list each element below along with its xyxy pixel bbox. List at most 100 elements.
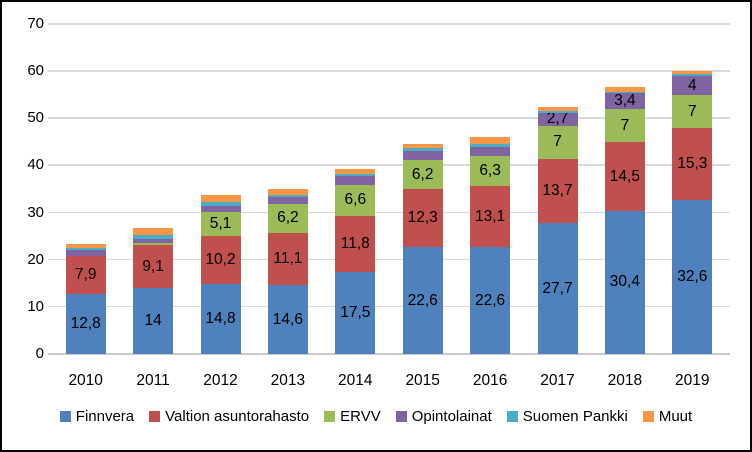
bar-segment-finnvera: 32,6	[672, 200, 713, 354]
bar-segment-suomen-pankki	[537, 111, 578, 114]
y-tick-label: 30	[27, 203, 44, 221]
legend-label: ERVV	[340, 408, 381, 425]
bar-value-label: 14,8	[205, 310, 236, 328]
bar-segment-finnvera: 22,6	[402, 247, 443, 354]
legend-label: Opintolainat	[411, 408, 492, 425]
legend-item-valtion-asuntorahasto: Valtion asuntorahasto	[149, 408, 309, 425]
bar-segment-opintolainat	[65, 249, 106, 257]
bar-value-label: 2,7	[546, 110, 569, 128]
bar-segment-valtion-asuntorahasto: 13,7	[537, 158, 578, 224]
bar-segment-muut	[65, 243, 106, 249]
bar-segment-suomen-pankki	[200, 201, 241, 206]
x-axis-label-2016: 2016	[472, 372, 508, 389]
bar-segment-opintolainat	[402, 150, 443, 161]
bar-segment-suomen-pankki	[65, 248, 106, 250]
bar-segment-muut	[133, 228, 174, 235]
bar-segment-suomen-pankki	[133, 234, 174, 239]
gridline	[48, 23, 730, 25]
bar-segment-valtion-asuntorahasto: 7,9	[65, 256, 106, 294]
bar-value-label: 6,3	[479, 161, 501, 179]
bar-segment-finnvera: 27,7	[537, 223, 578, 354]
x-axis-label-2011: 2011	[136, 372, 170, 389]
gridline	[48, 117, 730, 119]
bar-value-label: 7	[687, 102, 697, 120]
bar-segment-finnvera: 12,8	[65, 293, 106, 354]
bar-segment-muut	[267, 189, 308, 195]
bar-value-label: 6,2	[277, 209, 299, 227]
bar-segment-valtion-asuntorahasto: 11,8	[335, 215, 376, 272]
gridline	[48, 211, 730, 214]
bar-2010: 12,8 7,9	[65, 2, 106, 354]
bar-value-label: 22,6	[407, 291, 438, 309]
bar-value-label: 27,7	[542, 279, 573, 297]
bar-value-label: 11,8	[340, 234, 370, 252]
bar-segment-suomen-pankki	[470, 143, 511, 147]
x-axis-label-2012: 2012	[203, 372, 238, 389]
legend-swatch	[506, 411, 518, 422]
y-tick-label: 60	[27, 62, 44, 80]
legend-swatch	[324, 411, 336, 422]
bar-segment-finnvera: 17,5	[335, 271, 376, 354]
bar-value-label: 13,1	[475, 207, 506, 225]
legend-label: Muut	[658, 408, 693, 425]
x-axis-label-2014: 2014	[338, 372, 373, 389]
bar-segment-opintolainat: 3,4	[604, 92, 645, 110]
y-tick-label: 10	[27, 297, 44, 315]
bar-segment-valtion-asuntorahasto: 15,3	[672, 128, 713, 201]
bar-segment-valtion-asuntorahasto: 10,2	[200, 236, 241, 285]
bar-value-label: 12,8	[70, 314, 101, 332]
bar-segment-opintolainat	[335, 176, 376, 185]
bar-segment-ervv: 6,3	[470, 156, 511, 186]
bar-segment-opintolainat: 2,7	[537, 110, 578, 128]
legend-item-suomen-pankki: Suomen Pankki	[506, 408, 628, 425]
bar-value-label: 14,5	[609, 167, 640, 185]
y-tick-label: 20	[27, 250, 44, 268]
bar-segment-opintolainat	[470, 146, 511, 156]
y-tick-label: 0	[35, 345, 44, 362]
x-axis-line	[48, 353, 730, 355]
bar-value-label: 6,6	[344, 191, 367, 209]
bar-segment-muut	[335, 168, 376, 174]
bar-segment-finnvera: 14	[133, 288, 174, 354]
legend-label: Valtion asuntorahasto	[165, 408, 310, 425]
x-axis-label-2018: 2018	[607, 372, 643, 389]
bar-value-label: 7,9	[74, 266, 97, 284]
legend-item-muut: Muut	[642, 408, 693, 425]
bar-segment-ervv: 7	[672, 95, 713, 129]
bar-segment-finnvera: 14,8	[200, 284, 241, 354]
y-tick-label: 70	[27, 15, 44, 33]
bar-segment-opintolainat	[133, 238, 174, 244]
bar-segment-muut	[402, 143, 443, 149]
gridline	[48, 258, 730, 261]
bar-2019: 32,6 15,3 7 4	[672, 2, 713, 354]
chart-legend: Finnvera Valtion asuntorahasto ERVV Opintol…	[2, 408, 750, 425]
bar-segment-valtion-asuntorahasto: 9,1	[133, 245, 174, 288]
y-tick-label: 50	[27, 109, 44, 127]
bar-2013: 14,6 11,1 6,2	[267, 2, 308, 354]
bar-value-label: 6,2	[411, 165, 434, 183]
legend-swatch	[149, 411, 161, 422]
bar-value-label: 14,6	[272, 310, 303, 328]
bar-segment-muut	[672, 70, 713, 75]
legend-item-ervv: ERVV	[324, 408, 381, 425]
bar-segment-ervv: 7	[604, 109, 645, 143]
bar-segment-opintolainat: 4	[672, 76, 713, 96]
bar-value-label: 4	[687, 76, 697, 94]
bar-segment-valtion-asuntorahasto: 11,1	[267, 232, 308, 286]
bar-2018: 30,4 14,5 7 3,4	[604, 2, 645, 354]
bar-segment-ervv	[133, 243, 174, 246]
gridline	[48, 164, 730, 166]
bar-segment-muut	[537, 107, 578, 112]
bar-value-label: 11,1	[273, 250, 303, 267]
bar-2017: 27,7 13,7 7 2,7	[537, 2, 578, 354]
legend-label: Suomen Pankki	[522, 408, 628, 425]
bar-segment-finnvera: 30,4	[604, 210, 645, 354]
bar-segment-opintolainat	[267, 197, 308, 204]
bar-segment-muut	[470, 136, 511, 144]
bar-value-label: 14	[144, 311, 162, 329]
bar-segment-muut	[604, 87, 645, 92]
bar-2015: 22,6 12,3 6,2	[402, 2, 443, 354]
y-tick-label: 40	[27, 156, 44, 174]
